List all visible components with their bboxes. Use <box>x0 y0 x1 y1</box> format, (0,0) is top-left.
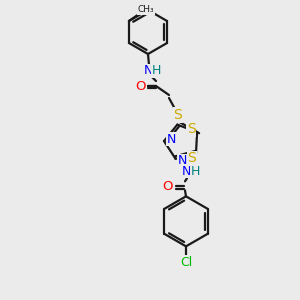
Text: H: H <box>151 64 161 77</box>
Text: O: O <box>163 180 173 193</box>
Text: N: N <box>181 165 191 178</box>
Text: S: S <box>187 122 196 136</box>
Text: S: S <box>174 108 182 122</box>
Text: N: N <box>143 64 153 77</box>
Text: N: N <box>166 133 176 146</box>
Text: N: N <box>178 154 187 167</box>
Text: S: S <box>188 151 196 165</box>
Text: H: H <box>190 165 200 178</box>
Text: Cl: Cl <box>180 256 192 269</box>
Text: CH₃: CH₃ <box>138 5 154 14</box>
Text: O: O <box>136 80 146 92</box>
